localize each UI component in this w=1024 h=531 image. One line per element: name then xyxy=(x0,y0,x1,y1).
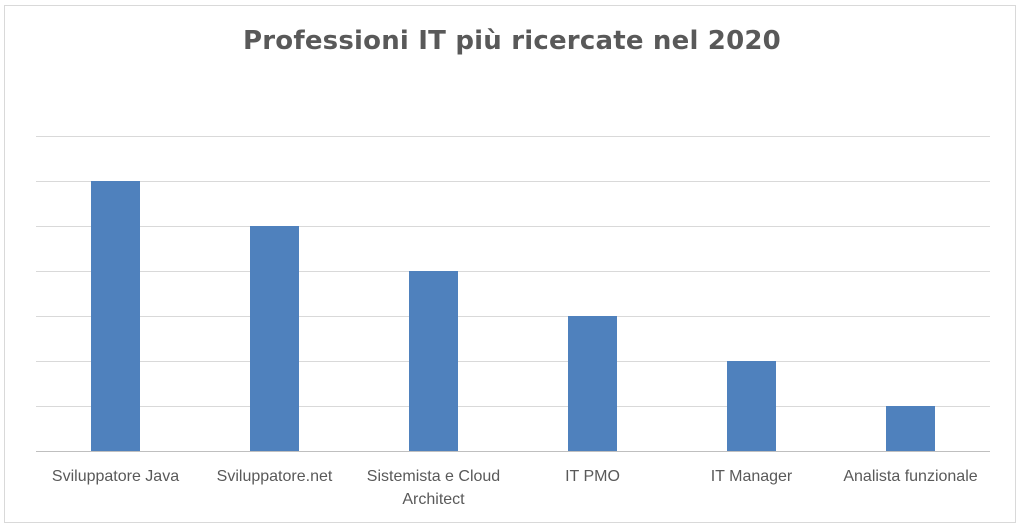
chart-frame xyxy=(4,5,1016,523)
x-tick-label: IT PMO xyxy=(565,468,620,485)
bar xyxy=(886,406,935,451)
bar xyxy=(568,316,617,451)
gridlines xyxy=(36,136,990,407)
x-tick-label: Sviluppatore.net xyxy=(217,468,333,485)
x-tick-labels: Sviluppatore Java Sviluppatore.net Sistemi… xyxy=(52,468,978,508)
chart-title: Professioni IT più ricercate nel 2020 xyxy=(243,26,781,56)
x-tick-label: Sviluppatore Java xyxy=(52,468,179,485)
bar xyxy=(409,271,458,451)
bar xyxy=(250,226,299,451)
bar xyxy=(727,361,776,451)
x-tick-label: Sistemista e Cloud Architect xyxy=(367,468,500,508)
x-tick-label: IT Manager xyxy=(711,468,793,485)
bars xyxy=(91,181,935,451)
x-tick-label: Analista funzionale xyxy=(843,468,977,485)
bar xyxy=(91,181,140,451)
